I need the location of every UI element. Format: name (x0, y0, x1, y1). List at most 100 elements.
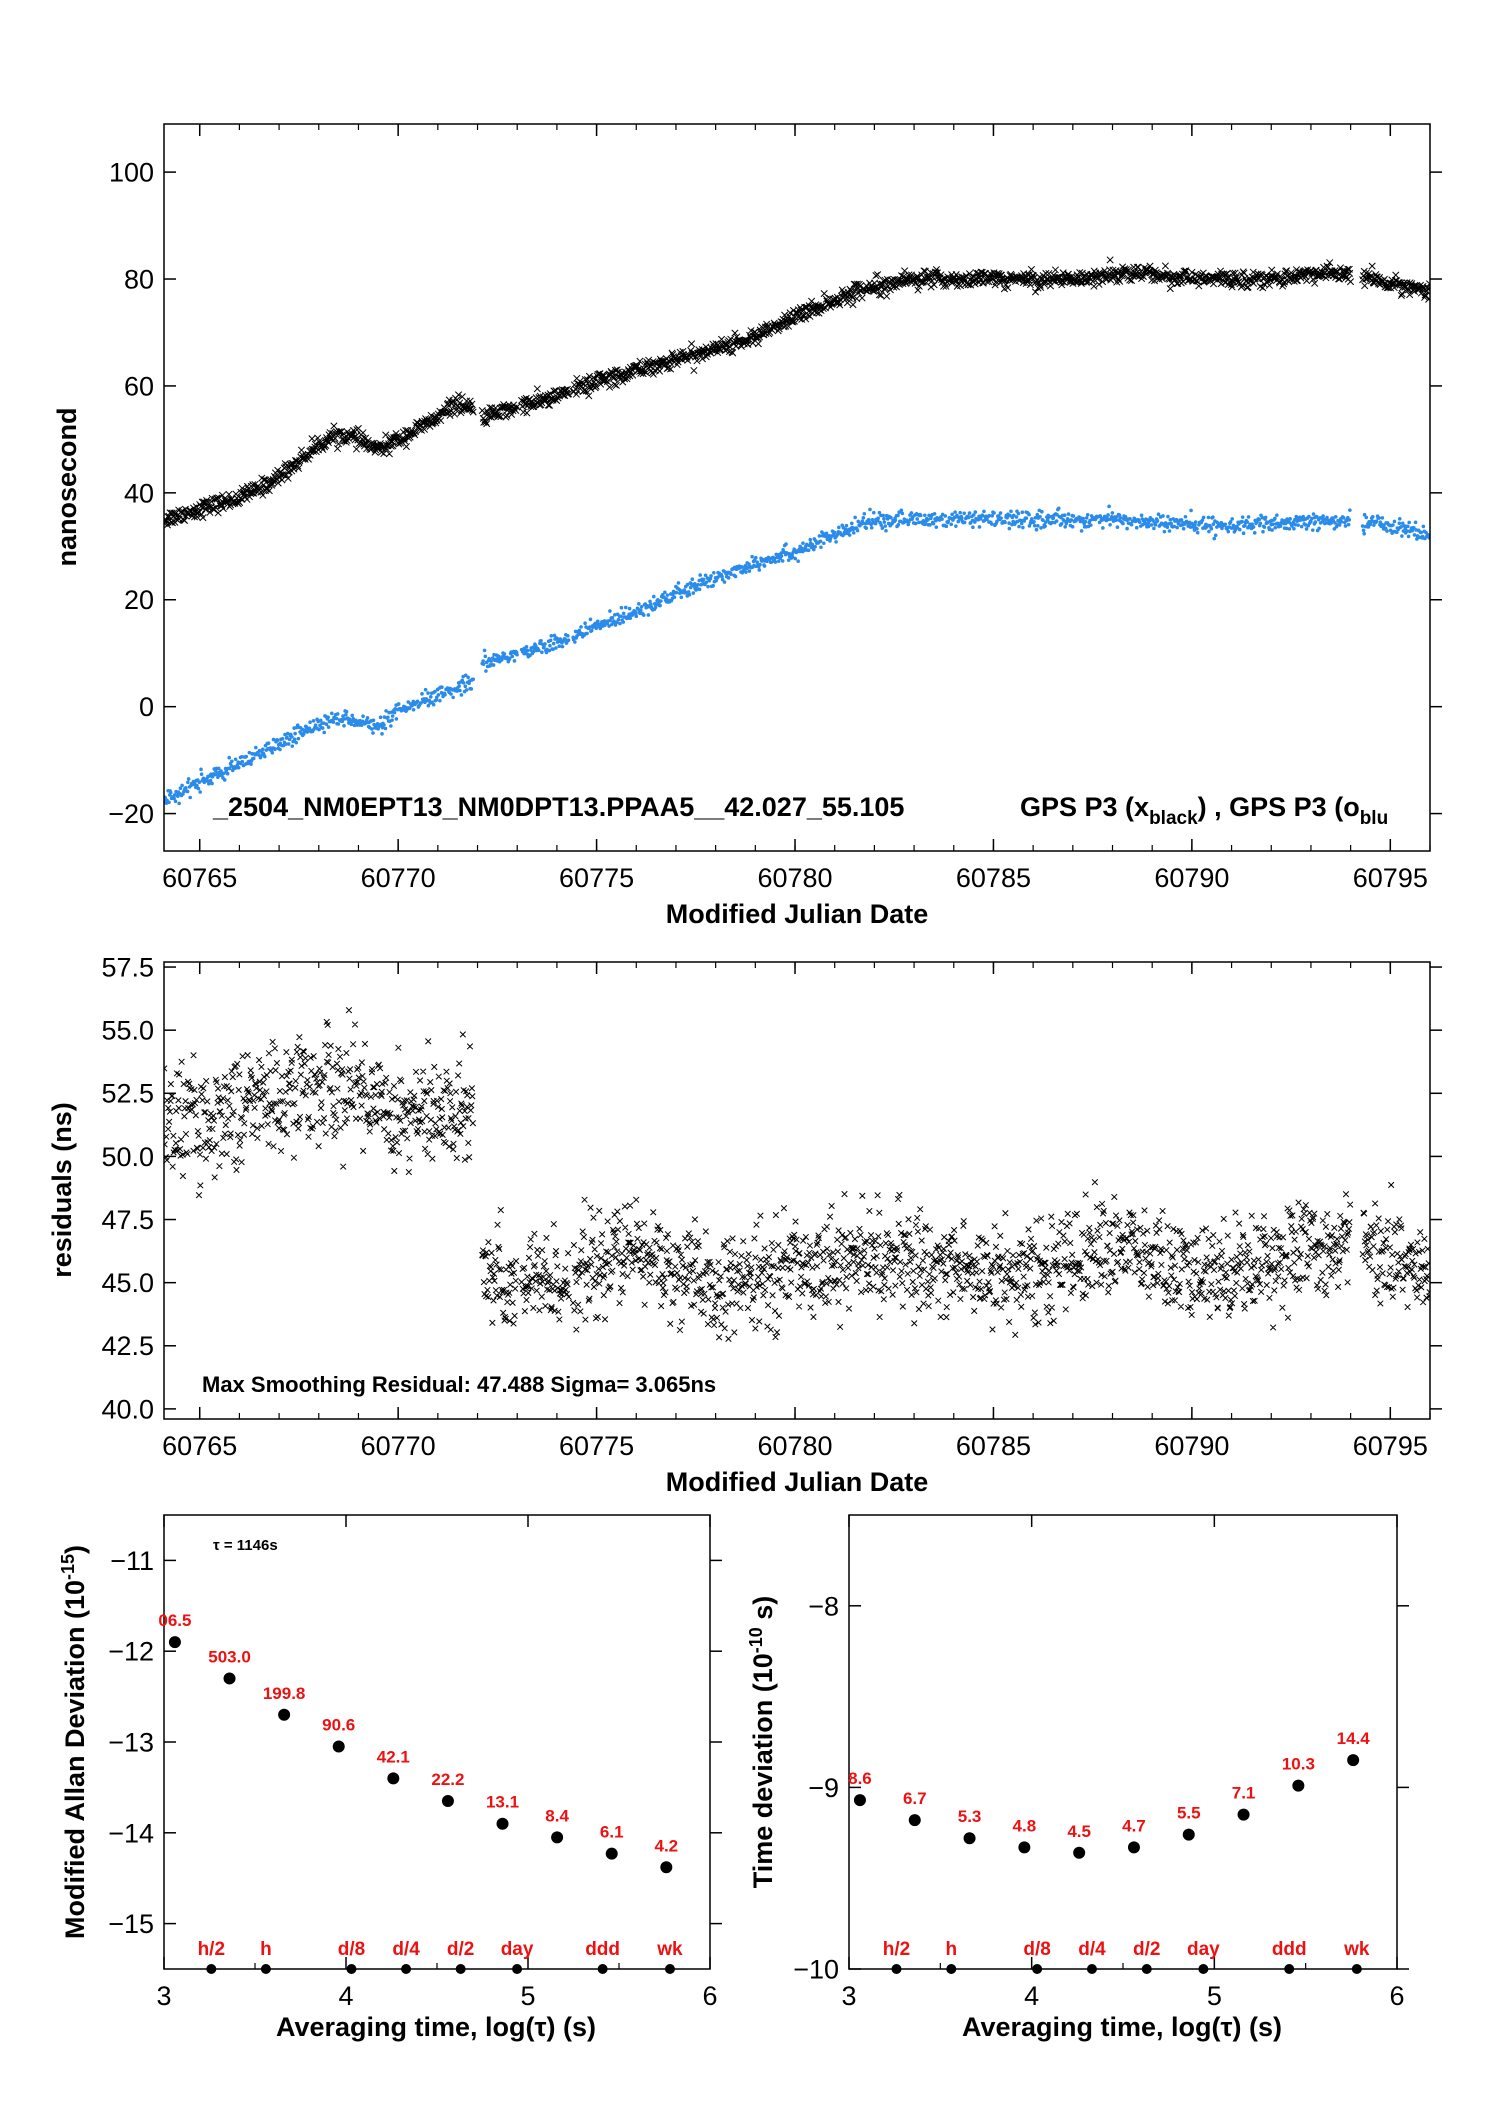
point-label: 6.7 (903, 1789, 927, 1808)
point-label: 13.1 (486, 1793, 519, 1812)
y-axis-label: Modified Allan Deviation (10-15) (58, 1545, 90, 1939)
point-label: 503.0 (208, 1647, 251, 1666)
series-1 (164, 504, 1430, 806)
y-tick-label: 0 (139, 692, 154, 722)
interval-label: day (501, 1939, 534, 1960)
interval-label: h (945, 1939, 957, 1960)
series-markers (164, 1007, 1430, 1342)
data-point (1237, 1808, 1250, 1821)
x-tick-label: 60775 (559, 863, 634, 893)
x-tick-label: 60765 (162, 863, 237, 893)
chart-time-deviation: 3 4 5 6 −10 −9 −8 8.6 6.7 5.3 4.8 4.5 4.7 5.5 7.1 10.3… (746, 1514, 1409, 2042)
y-tick-label: 57.5 (101, 952, 154, 982)
interval-marker (891, 1964, 902, 1974)
x-axis-label: Modified Julian Date (666, 1467, 929, 1497)
interval-label: d/8 (1023, 1939, 1050, 1960)
chart-timeseries: 60765 60770 60775 60780 60785 60790 60795 −20 0 2… (52, 123, 1442, 929)
interval-label: d/4 (392, 1939, 420, 1960)
chart-modified-allan-deviation: 3 4 5 6 −15 −14 −13 −12 −11 06.5 503.0 199.8 90.6 42… (58, 1514, 722, 2042)
point-label: 8.6 (848, 1769, 872, 1788)
interval-marker (206, 1964, 217, 1974)
y-tick-label: 42.5 (101, 1331, 154, 1361)
y-tick-label: −8 (808, 1591, 839, 1621)
x-axis-label: Averaging time, log(τ) (s) (962, 2012, 1282, 2042)
interval-marker (512, 1964, 523, 1974)
interval-marker (1351, 1964, 1362, 1974)
point-label: 7.1 (1232, 1784, 1256, 1803)
point-label: 4.5 (1067, 1822, 1091, 1841)
x-tick-label: 6 (1389, 1981, 1404, 2011)
x-tick-label: 60780 (757, 1431, 832, 1461)
data-point (1127, 1841, 1140, 1854)
interval-marker (346, 1964, 357, 1974)
interval-label: day (1187, 1939, 1220, 1960)
series-markers (164, 256, 1430, 529)
y-tick-label: 45.0 (101, 1268, 154, 1298)
legend-blue-sub: blu (1360, 808, 1389, 829)
point-label: 4.8 (1013, 1816, 1037, 1835)
data-point (551, 1831, 564, 1844)
point-label: 8.4 (545, 1806, 569, 1825)
data-point (387, 1772, 400, 1785)
y-tick-label: 55.0 (101, 1016, 154, 1046)
interval-label: h (260, 1939, 272, 1960)
legend-clip: GPS P3 (xblack) , GPS P3 (oblu (1020, 792, 1388, 829)
data-point (223, 1672, 236, 1685)
x-tick-label: 60790 (1154, 863, 1229, 893)
x-tick-label: 3 (841, 1981, 856, 2011)
point-label: 14.4 (1337, 1729, 1371, 1748)
data-point (441, 1795, 454, 1808)
x-axis-label: Averaging time, log(τ) (s) (276, 2012, 596, 2042)
x-tick-label: 4 (1024, 1981, 1039, 2011)
point-label: 4.2 (654, 1836, 678, 1855)
point-label: 4.7 (1122, 1816, 1146, 1835)
data-point (496, 1817, 509, 1830)
x-tick-label: 60790 (1154, 1431, 1229, 1461)
interval-label: h/2 (198, 1939, 225, 1960)
interval-marker (455, 1964, 466, 1974)
y-tick-label: −10 (793, 1954, 839, 1984)
x-tick-label: 6 (702, 1981, 717, 2011)
y-axis-label-tail: ) (60, 1545, 90, 1554)
y-axis-label-text: Time deviation (10 (748, 1653, 778, 1888)
data-point (660, 1861, 673, 1874)
x-tick-label: 60795 (1353, 863, 1428, 893)
x-tick-label: 60770 (361, 1431, 436, 1461)
plot-frame (163, 123, 1431, 852)
point-label: 199.8 (263, 1684, 306, 1703)
interval-marker (1032, 1964, 1043, 1974)
data-point (168, 1636, 181, 1649)
point-label: 5.5 (1177, 1804, 1201, 1823)
series-0 (164, 1007, 1430, 1342)
interval-marker (260, 1964, 271, 1974)
point-label: 10.3 (1282, 1755, 1315, 1774)
y-tick-label: −11 (110, 1546, 154, 1576)
interval-label: ddd (585, 1939, 620, 1960)
interval-marker (1086, 1964, 1097, 1974)
y-tick-label: 20 (124, 585, 154, 615)
interval-marker (401, 1964, 412, 1974)
data-points: 8.6 6.7 5.3 4.8 4.5 4.7 5.5 7.1 10.3 14.4 h/2 h d/8 d… (848, 1729, 1370, 1974)
y-tick-label: −9 (808, 1773, 839, 1803)
legend-text: GPS P3 (xblack) , GPS P3 (oblu (1020, 792, 1388, 829)
y-tick-label: 60 (124, 371, 154, 401)
y-tick-label: 40 (124, 478, 154, 508)
interval-label: d/2 (1133, 1939, 1160, 1960)
plot-frame (163, 1514, 711, 1970)
y-axis-label: Time deviation (10-10 s) (746, 1596, 778, 1889)
data-points: 06.5 503.0 199.8 90.6 42.1 22.2 13.1 8.4 6.1 4.2 h… (158, 1611, 683, 1974)
point-label: 90.6 (322, 1716, 355, 1735)
x-axis-label: Modified Julian Date (666, 899, 929, 929)
point-label: 22.2 (431, 1770, 464, 1789)
residual-annotation: Max Smoothing Residual: 47.488 Sigma= 3.… (202, 1372, 716, 1397)
data-point (963, 1832, 976, 1845)
interval-marker (946, 1964, 957, 1974)
y-tick-label: 80 (124, 264, 154, 294)
axis-ticks: 60765 60770 60775 60780 60785 60790 60795 −20 0 2… (108, 124, 1442, 893)
y-axis-label: residuals (ns) (47, 1102, 77, 1278)
series-0 (164, 256, 1430, 529)
tau-annotation: τ = 1146s (213, 1537, 278, 1554)
interval-label: wk (656, 1939, 683, 1960)
point-label: 6.1 (600, 1823, 624, 1842)
